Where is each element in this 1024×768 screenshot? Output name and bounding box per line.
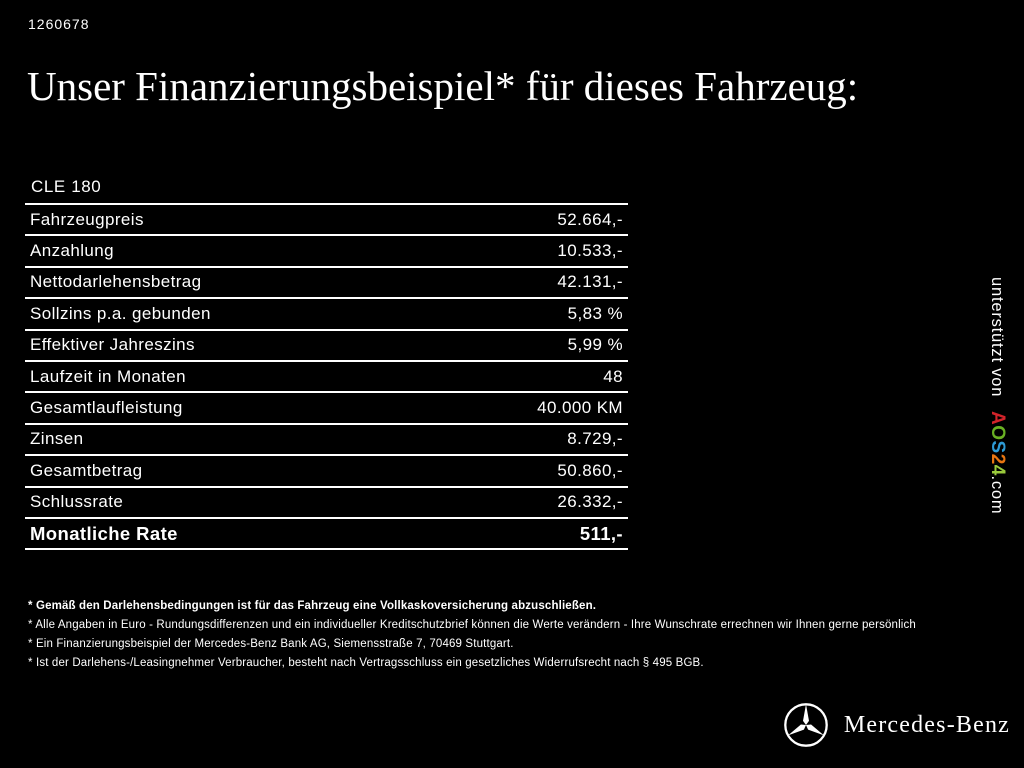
supported-by-label: unterstützt von: [988, 277, 1006, 403]
row-label: Zinsen: [30, 429, 84, 449]
financing-table: Fahrzeugpreis 52.664,- Anzahlung 10.533,…: [25, 203, 628, 551]
table-row: Zinsen 8.729,-: [25, 422, 628, 454]
row-label: Laufzeit in Monaten: [30, 366, 186, 386]
aos24-domain-suffix: .com: [988, 475, 1006, 515]
page-title: Unser Finanzierungsbeispiel* für dieses …: [27, 63, 859, 109]
aos24-letter: 4: [987, 464, 1008, 476]
table-row: Effektiver Jahreszins 5,99 %: [25, 328, 628, 360]
mercedes-benz-wordmark: Mercedes-Benz: [843, 711, 1010, 738]
row-value: 511,-: [579, 522, 623, 544]
table-row: Fahrzeugpreis 52.664,-: [25, 203, 628, 234]
supported-by-banner: unterstützt von AOS24.com: [986, 277, 1008, 514]
row-value: 48: [603, 366, 623, 386]
table-row: Nettodarlehensbetrag 42.131,-: [25, 265, 628, 297]
table-row: Anzahlung 10.533,-: [25, 234, 628, 265]
row-label: Sollzins p.a. gebunden: [30, 303, 211, 323]
row-label: Monatliche Rate: [30, 522, 178, 544]
aos24-letter: A: [987, 410, 1008, 425]
document-number: 1260678: [28, 16, 90, 32]
footnote: * Gemäß den Darlehensbedingungen ist für…: [28, 600, 597, 612]
table-row: Gesamtlaufleistung 40.000 KM: [25, 391, 628, 422]
row-value: 50.860,-: [557, 460, 623, 480]
footnote: * Ein Finanzierungsbeispiel der Mercedes…: [28, 638, 514, 650]
row-value: 10.533,-: [557, 241, 623, 261]
row-label: Gesamtlaufleistung: [30, 398, 183, 418]
row-label: Anzahlung: [30, 241, 114, 261]
table-row: Laufzeit in Monaten 48: [25, 359, 628, 391]
row-label: Effektiver Jahreszins: [30, 335, 195, 355]
row-value: 40.000 KM: [537, 398, 623, 418]
row-value: 5,83 %: [567, 303, 623, 323]
footnote: * Ist der Darlehens-/Leasingnehmer Verbr…: [28, 657, 704, 669]
footnote: * Alle Angaben in Euro - Rundungsdiffere…: [28, 619, 916, 631]
table-row: Gesamtbetrag 50.860,-: [25, 454, 628, 485]
mercedes-star-icon: [783, 703, 828, 747]
row-label: Gesamtbetrag: [30, 460, 143, 480]
aos24-letter: S: [987, 440, 1008, 454]
footnotes: * Gemäß den Darlehensbedingungen ist für…: [28, 598, 968, 674]
row-value: 26.332,-: [557, 492, 623, 512]
row-label: Schlussrate: [30, 492, 124, 512]
table-row: Schlussrate 26.332,-: [25, 485, 628, 517]
row-label: Nettodarlehensbetrag: [30, 272, 202, 292]
row-label: Fahrzeugpreis: [30, 209, 144, 229]
row-value: 42.131,-: [557, 272, 623, 292]
mercedes-benz-brand: Mercedes-Benz: [783, 702, 1010, 748]
row-value: 52.664,-: [557, 209, 623, 229]
table-row: Sollzins p.a. gebunden 5,83 %: [25, 297, 628, 328]
table-row-monthly-rate: Monatliche Rate 511,-: [25, 516, 628, 548]
row-value: 8.729,-: [567, 429, 623, 449]
row-value: 5,99 %: [567, 335, 623, 355]
aos24-letter: O: [987, 424, 1008, 441]
aos24-logo: AOS24: [987, 411, 1008, 476]
aos24-letter: 2: [987, 453, 1008, 465]
vehicle-model: CLE 180: [31, 177, 102, 196]
